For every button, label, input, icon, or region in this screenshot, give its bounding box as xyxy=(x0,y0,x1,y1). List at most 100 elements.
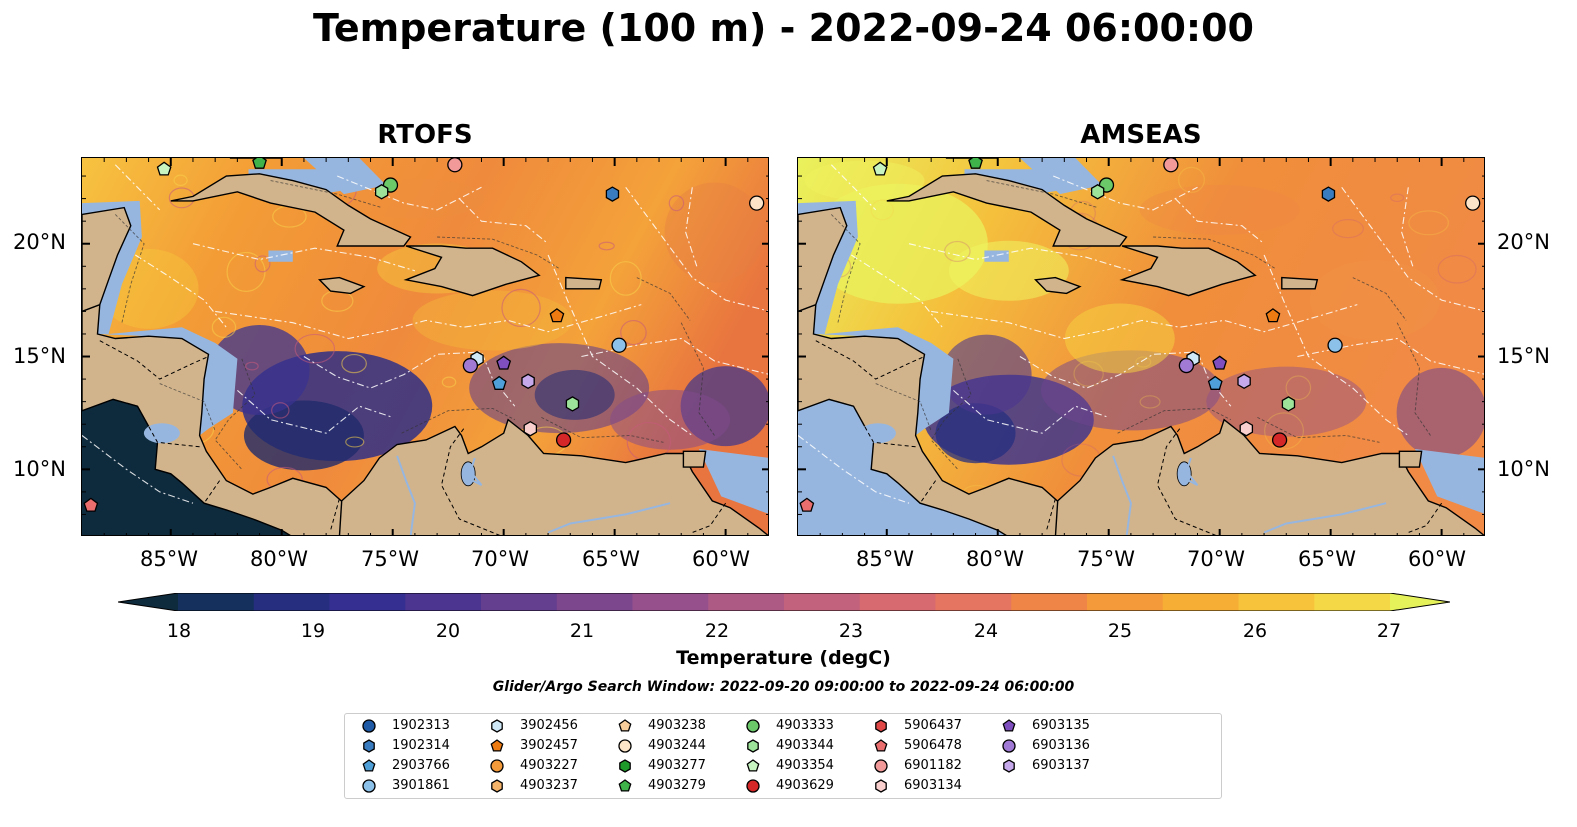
float-marker-4903344[interactable] xyxy=(1090,184,1105,200)
float-marker-4903629[interactable] xyxy=(555,432,572,448)
float-marker-2903766[interactable] xyxy=(1207,375,1223,390)
float-marker-3901861[interactable] xyxy=(611,337,627,353)
float-marker-4903354[interactable] xyxy=(156,161,172,176)
float-marker-4903244[interactable] xyxy=(749,195,765,211)
landmass xyxy=(798,303,1070,535)
amseas-map[interactable] xyxy=(797,157,1485,536)
float-marker-1902314[interactable] xyxy=(605,186,620,202)
colorbar-segment xyxy=(405,593,482,611)
float-marker-1902314[interactable] xyxy=(1321,186,1336,202)
legend-marker-icon[interactable] xyxy=(747,739,759,753)
legend-marker-icon[interactable] xyxy=(618,779,632,792)
float-marker-4903354[interactable] xyxy=(872,161,888,176)
temperature-anomaly xyxy=(804,160,925,201)
landmass xyxy=(565,276,603,290)
float-marker-3902457[interactable] xyxy=(549,308,565,323)
pacific-ocean xyxy=(82,399,290,535)
float-marker-4903279[interactable] xyxy=(252,158,267,169)
xtick-label: 60°W xyxy=(692,547,750,571)
bathymetry-contour xyxy=(1117,407,1232,434)
float-marker-4903279[interactable] xyxy=(968,158,983,169)
eddy xyxy=(870,199,894,221)
country-border xyxy=(99,340,209,380)
temperature-anomaly xyxy=(1396,367,1484,458)
colorbar-tick-label: 20 xyxy=(435,620,461,642)
temperature-anomaly xyxy=(243,400,364,471)
float-marker-6903135[interactable] xyxy=(496,355,512,370)
legend-marker-icon[interactable] xyxy=(363,739,375,753)
legend-marker-icon[interactable] xyxy=(490,759,504,773)
colorbar-title: Temperature (degC) xyxy=(676,647,891,669)
float-marker-6903137[interactable] xyxy=(1237,373,1251,390)
float-marker-3901861[interactable] xyxy=(1327,337,1343,353)
legend-marker-icon[interactable] xyxy=(362,779,376,793)
legend-label: 6903134 xyxy=(904,778,962,793)
landmass xyxy=(682,450,707,468)
xtick-label: 80°W xyxy=(250,547,308,571)
legend-label: 5906437 xyxy=(904,718,962,733)
legend-label: 4903344 xyxy=(776,738,834,753)
legend-marker-icon[interactable] xyxy=(618,739,632,753)
colorbar-tick-label: 26 xyxy=(1242,620,1268,642)
float-marker-4903629[interactable] xyxy=(1271,432,1288,448)
country-border xyxy=(440,428,501,535)
legend-marker-icon[interactable] xyxy=(362,719,376,733)
landmass xyxy=(403,245,541,297)
float-marker-6903136[interactable] xyxy=(1178,357,1195,374)
colorbar-max-extension xyxy=(1390,593,1450,611)
legend-marker-icon[interactable] xyxy=(875,719,887,733)
legend-marker-icon[interactable] xyxy=(618,719,632,732)
float-marker-6903136[interactable] xyxy=(462,357,479,374)
float-marker-4903344[interactable] xyxy=(374,184,389,200)
legend-marker-icon[interactable] xyxy=(746,719,760,733)
legend-marker-icon[interactable] xyxy=(1003,759,1015,773)
float-marker-6901182[interactable] xyxy=(447,158,463,173)
float-marker-5906478[interactable] xyxy=(799,497,815,512)
float-marker-3902457[interactable] xyxy=(1265,308,1281,323)
legend-label: 4903354 xyxy=(776,758,834,773)
xtick-label: 70°W xyxy=(1187,547,1245,571)
float-marker-2903766[interactable] xyxy=(491,375,507,390)
float-marker-6903134[interactable] xyxy=(523,420,538,437)
legend-label: 4903629 xyxy=(776,778,834,793)
temperature-anomaly xyxy=(1040,350,1221,431)
temperature-anomaly xyxy=(935,403,1016,464)
eddy xyxy=(1285,375,1312,401)
rtofs-map[interactable] xyxy=(81,157,769,536)
bathymetry-contour xyxy=(1153,236,1276,269)
legend-label: 6901182 xyxy=(904,758,962,773)
landmass xyxy=(82,303,354,535)
eddy xyxy=(1264,412,1305,450)
float-marker-6901182[interactable] xyxy=(1163,158,1179,173)
legend-marker-icon[interactable] xyxy=(490,739,504,752)
legend-marker-icon[interactable] xyxy=(874,759,888,773)
landmass xyxy=(886,173,1128,247)
colorbar-segment xyxy=(178,593,255,611)
legend-marker-icon[interactable] xyxy=(491,719,503,733)
legend-marker-icon[interactable] xyxy=(746,779,760,793)
eez-boundary xyxy=(215,304,642,340)
float-marker-5906478[interactable] xyxy=(83,497,99,512)
float-marker-4903344[interactable] xyxy=(565,396,580,412)
legend-marker-icon[interactable] xyxy=(874,739,888,752)
legend-marker-icon[interactable] xyxy=(619,759,631,773)
legend-marker-icon[interactable] xyxy=(491,779,503,793)
float-marker-6903135[interactable] xyxy=(1212,355,1228,370)
float-marker-4903244[interactable] xyxy=(1465,195,1481,211)
legend-marker-icon[interactable] xyxy=(746,759,760,772)
float-marker-6903134[interactable] xyxy=(1239,420,1254,437)
eddy xyxy=(620,319,647,346)
legend-label: 4903279 xyxy=(648,778,706,793)
xtick-label: 65°W xyxy=(1298,547,1356,571)
legend-marker-icon[interactable] xyxy=(1002,739,1016,753)
legend-marker-icon[interactable] xyxy=(362,759,376,772)
legend-marker-icon[interactable] xyxy=(875,779,887,793)
float-legend: 1902313 1902314 2903766 3901861 3902456 39024… xyxy=(344,713,1222,799)
legend-marker-icon[interactable] xyxy=(1002,719,1016,732)
ytick-label-left: 20°N xyxy=(13,230,66,254)
colorbar-segment xyxy=(556,593,633,611)
eez-boundary xyxy=(953,389,1109,434)
float-marker-6903137[interactable] xyxy=(521,373,535,390)
eez-boundary xyxy=(1401,187,1414,267)
float-marker-4903344[interactable] xyxy=(1281,396,1296,412)
